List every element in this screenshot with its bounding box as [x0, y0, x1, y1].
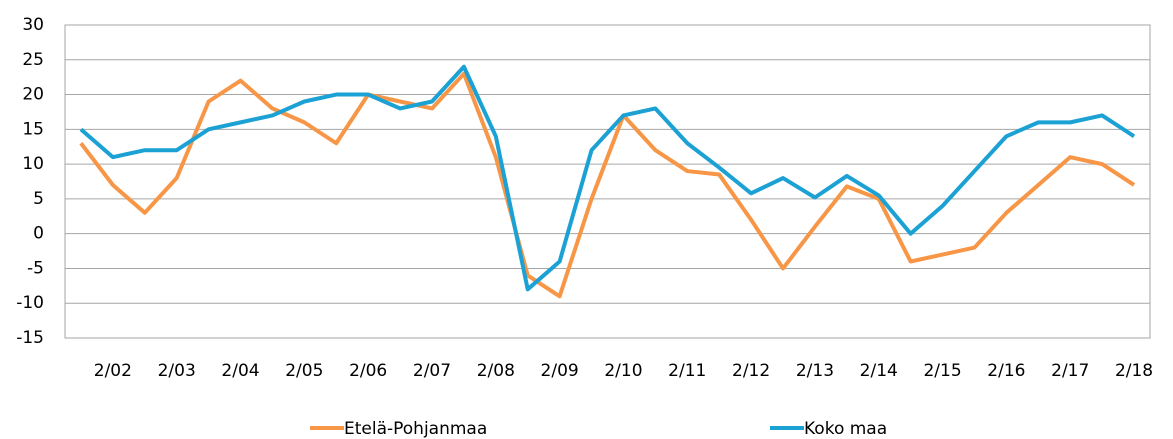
x-tick-label: 2/08 — [477, 361, 515, 381]
series-line — [79, 71, 1136, 299]
legend-label: Etelä-Pohjanmaa — [344, 419, 487, 439]
x-tick-label: 2/04 — [221, 361, 259, 381]
x-tick-label: 2/06 — [349, 361, 387, 381]
y-tick-label: -15 — [16, 328, 44, 348]
x-tick-label: 2/07 — [413, 361, 451, 381]
x-tick-label: 2/17 — [1051, 361, 1089, 381]
x-tick-label: 2/15 — [923, 361, 961, 381]
x-tick-label: 2/10 — [604, 361, 642, 381]
x-tick-label: 2/14 — [860, 361, 898, 381]
x-tick-label: 2/16 — [987, 361, 1025, 381]
x-tick-label: 2/05 — [285, 361, 323, 381]
y-tick-label: 20 — [22, 85, 44, 105]
series-line — [79, 64, 1136, 292]
y-tick-label: -10 — [16, 293, 44, 313]
y-tick-label: 25 — [22, 50, 44, 70]
x-tick-label: 2/12 — [732, 361, 770, 381]
plot-border — [64, 24, 1151, 339]
x-tick-label: 2/02 — [94, 361, 132, 381]
x-tick-label: 2/03 — [158, 361, 196, 381]
y-tick-label: 15 — [22, 119, 44, 139]
legend-label: Koko maa — [804, 419, 887, 439]
x-tick-label: 2/09 — [541, 361, 579, 381]
x-tick-label: 2/18 — [1115, 361, 1153, 381]
y-tick-label: 10 — [22, 154, 44, 174]
y-tick-label: 5 — [33, 189, 44, 209]
x-tick-label: 2/11 — [668, 361, 706, 381]
x-tick-label: 2/13 — [796, 361, 834, 381]
y-tick-label: 30 — [22, 15, 44, 35]
y-tick-label: 0 — [33, 224, 44, 244]
y-tick-label: -5 — [27, 258, 44, 278]
